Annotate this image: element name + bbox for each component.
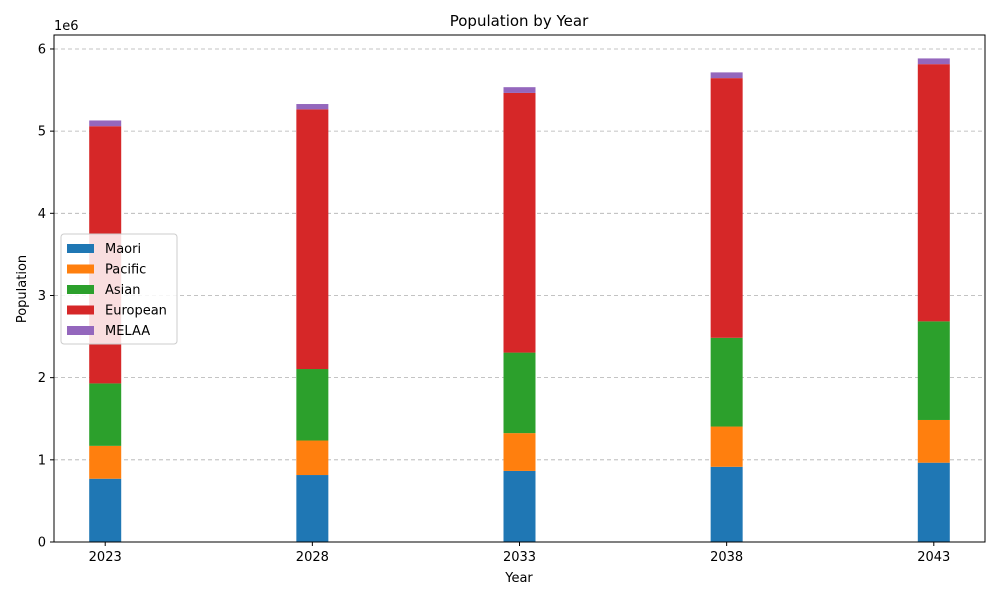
bar-segment-european-2043 (917, 64, 950, 322)
bar-segment-maori-2033 (503, 470, 536, 542)
bar-segment-asian-2033 (503, 352, 536, 434)
bar-segment-maori-2038 (710, 466, 743, 542)
axes: 0 1 2 3 4 5 6 2023 2028 2033 2038 2043 (38, 34, 986, 565)
bar-segment-maori-2043 (917, 462, 950, 542)
x-tick-label: 2043 (917, 550, 950, 565)
legend-box (60, 233, 178, 345)
bar-segment-pacific-2043 (917, 419, 950, 463)
bar-segment-european-2028 (296, 109, 329, 370)
bar-segment-melaa-2038 (710, 72, 743, 79)
chart-title: Population by Year (450, 12, 589, 30)
legend-label-european: European (105, 304, 167, 319)
x-tick-label: 2033 (503, 550, 536, 565)
legend-label-maori: Maori (105, 242, 141, 257)
y-tick-label: 3 (38, 289, 46, 304)
bar-segment-asian-2023 (89, 383, 122, 446)
bar-segment-melaa-2023 (89, 120, 122, 127)
plot-frame (53, 34, 986, 543)
bar-segment-maori-2023 (89, 478, 122, 542)
bar-segment-asian-2028 (296, 369, 329, 441)
y-tick-label: 5 (38, 125, 46, 140)
y-tick-label: 4 (38, 207, 46, 222)
x-axis-title: Year (504, 571, 533, 586)
legend-label-pacific: Pacific (105, 263, 146, 278)
legend-label-melaa: MELAA (105, 324, 150, 339)
bar-segment-asian-2043 (917, 321, 950, 420)
bar-segment-european-2038 (710, 78, 743, 338)
bar-segment-pacific-2023 (89, 445, 122, 479)
y-tick-label: 0 (38, 536, 46, 551)
legend-swatch-asian (67, 285, 94, 294)
bar-segment-melaa-2028 (296, 104, 329, 110)
bar-segment-maori-2028 (296, 475, 329, 542)
y-axis-title: Population (15, 255, 30, 323)
x-tick-label: 2023 (89, 550, 122, 565)
bar-segment-pacific-2038 (710, 426, 743, 467)
bar-segment-pacific-2033 (503, 433, 536, 471)
y-tick-label: 6 (38, 42, 46, 57)
legend-label-asian: Asian (105, 283, 140, 298)
bar-segment-european-2033 (503, 92, 536, 353)
x-tick-label: 2028 (296, 550, 329, 565)
bar-segment-pacific-2028 (296, 440, 329, 476)
legend-swatch-maori (67, 244, 94, 253)
bar-segment-melaa-2043 (917, 58, 950, 65)
bar-segment-asian-2038 (710, 337, 743, 427)
legend: Maori Pacific Asian European MELAA (60, 233, 178, 345)
y-tick-label: 2 (38, 371, 46, 386)
bar-segment-melaa-2033 (503, 87, 536, 93)
legend-swatch-european (67, 305, 94, 315)
y-offset-text: 1e6 (54, 19, 79, 34)
x-tick-label: 2038 (710, 550, 743, 565)
legend-swatch-melaa (67, 326, 94, 335)
y-tick-label: 1 (38, 453, 46, 468)
legend-swatch-pacific (67, 264, 94, 274)
